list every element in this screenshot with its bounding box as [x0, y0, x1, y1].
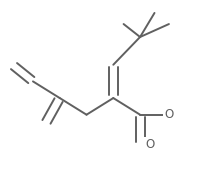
Text: O: O — [145, 138, 154, 151]
Text: O: O — [164, 108, 173, 121]
